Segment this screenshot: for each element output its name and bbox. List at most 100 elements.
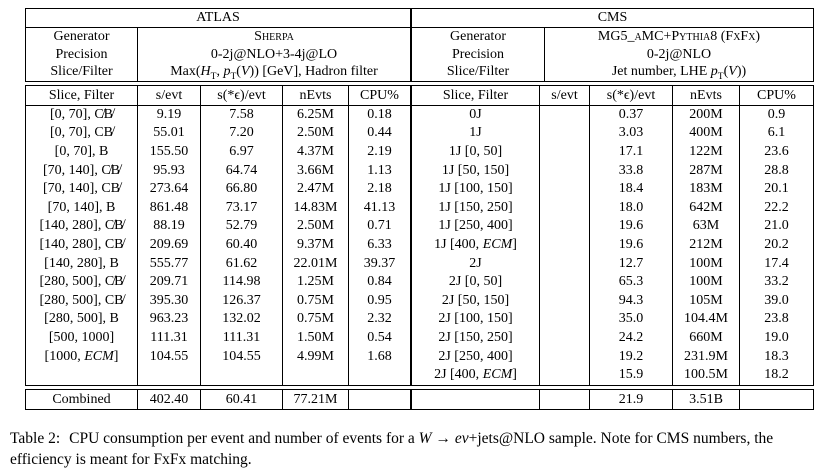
value-cell <box>539 328 590 348</box>
caption-math: W → eν <box>418 430 469 447</box>
table-caption: Table 2: CPU consumption per event and nu… <box>10 428 810 470</box>
table-row: 2J [400, ECM] 15.9 100.5M 18.2 <box>411 366 814 386</box>
column-header: CPU% <box>348 85 411 106</box>
value-cell: 555.77 <box>137 254 201 274</box>
value-cell: 95.93 <box>137 161 201 181</box>
value-cell: 23.6 <box>764 143 789 159</box>
table-row: 21.9 3.51B <box>411 389 814 410</box>
value-cell: 395.30 <box>137 291 201 311</box>
value-cell: 400M <box>672 124 740 143</box>
cms-slice-filter-value: Jet number, LHE pT(V)) <box>611 64 747 82</box>
value-cell <box>349 389 411 409</box>
atlas-data-table: Slice, Filter s/evt s(*ϵ)/evt nEvts CPU% [0,… <box>25 84 411 386</box>
header-band: ATLAS Generator Sherpa Precision 0-2j@NL… <box>25 8 814 82</box>
row-label-cell: [280, 500], B <box>25 310 138 329</box>
table-row: 1J [250, 400] 19.6 63M 21.0 <box>411 217 814 236</box>
cms-generator-label: Generator <box>411 27 545 46</box>
table-row: [140, 280], B 555.77 61.62 22.01M 39.37 <box>25 254 411 274</box>
value-cell: 35.0 <box>589 310 673 329</box>
atlas-generator-value: Sherpa <box>254 29 294 44</box>
row-label-cell: 1J <box>411 124 540 143</box>
table-row <box>25 366 411 386</box>
row-label-cell: 0J <box>411 105 540 125</box>
table-row: 1J [100, 150] 18.4 183M 20.1 <box>411 180 814 199</box>
row-label-cell: [70, 140], C̸B̸ <box>25 161 138 181</box>
value-cell: 0.95 <box>367 292 392 308</box>
value-cell <box>539 180 590 199</box>
row-label-cell: [140, 280], C̸B̸ <box>25 217 138 236</box>
value-cell: 94.3 <box>589 291 673 311</box>
row-label-cell <box>25 366 138 386</box>
atlas-precision-label: Precision <box>25 45 138 64</box>
table-row: [140, 280], C̸B̸ 88.19 52.79 2.50M 0.71 <box>25 217 411 236</box>
value-cell: 3.66M <box>282 161 349 181</box>
value-cell: 18.0 <box>589 198 673 218</box>
atlas-column-header-row: Slice, Filter s/evt s(*ϵ)/evt nEvts CPU% <box>25 85 411 106</box>
cms-header-table: CMS Generator MG5_aMC+Pythia8 (FxFx) Pre… <box>411 8 814 82</box>
value-cell: 209.71 <box>137 273 201 292</box>
value-cell: 287M <box>672 161 740 181</box>
value-cell: 111.31 <box>200 328 283 348</box>
column-header: s/evt <box>137 85 201 106</box>
table-row: 2J [0, 50] 65.3 100M 33.2 <box>411 273 814 292</box>
value-cell: 20.2 <box>764 236 789 252</box>
cpu-consumption-table: ATLAS Generator Sherpa Precision 0-2j@NL… <box>25 8 814 410</box>
column-header: s(*ϵ)/evt <box>200 85 283 106</box>
value-cell: 23.8 <box>764 311 789 327</box>
value-cell: 2.18 <box>367 181 392 197</box>
value-cell <box>349 366 411 385</box>
table-row: 1J [400, ECM] 19.6 212M 20.2 <box>411 235 814 255</box>
value-cell: 1.13 <box>367 162 392 178</box>
column-header: Slice, Filter <box>25 85 138 106</box>
value-cell <box>539 291 590 311</box>
value-cell: 273.64 <box>137 180 201 199</box>
value-cell: 861.48 <box>137 198 201 218</box>
table-row: [0, 70], B 155.50 6.97 4.37M 2.19 <box>25 142 411 162</box>
value-cell: 0.84 <box>367 274 392 290</box>
table-row: 2J [250, 400] 19.2 231.9M 18.3 <box>411 347 814 367</box>
row-label-cell <box>411 389 540 410</box>
table-row: 2J [100, 150] 35.0 104.4M 23.8 <box>411 310 814 329</box>
value-cell: 4.99M <box>282 347 349 367</box>
value-cell: 55.01 <box>137 124 201 143</box>
value-cell: 2.50M <box>282 124 349 143</box>
value-cell: 18.2 <box>764 367 789 383</box>
value-cell: 22.2 <box>764 199 789 215</box>
row-label-cell: [1000, ECM] <box>25 347 138 367</box>
table-row: [280, 500], CB̸ 395.30 126.37 0.75M 0.95 <box>25 291 411 311</box>
value-cell: 1.68 <box>367 348 392 364</box>
value-cell: 7.20 <box>200 124 283 143</box>
value-cell: 0.44 <box>367 125 392 141</box>
value-cell: 2.19 <box>367 143 392 159</box>
caption-tag: Table 2: <box>10 430 61 447</box>
value-cell: 126.37 <box>200 291 283 311</box>
value-cell: 20.1 <box>764 181 789 197</box>
value-cell: 963.23 <box>137 310 201 329</box>
value-cell: 28.8 <box>764 162 789 178</box>
value-cell: 39.37 <box>363 255 396 271</box>
column-header: Slice, Filter <box>411 85 540 106</box>
value-cell: 17.4 <box>764 255 789 271</box>
row-label-cell: 2J <box>411 254 540 274</box>
value-cell: 2.47M <box>282 180 349 199</box>
value-cell: 18.3 <box>764 348 789 364</box>
value-cell: 642M <box>672 198 740 218</box>
value-cell <box>539 366 590 386</box>
table-row: Combined 402.40 60.41 77.21M <box>25 389 411 410</box>
value-cell: 64.74 <box>200 161 283 181</box>
value-cell <box>740 389 814 409</box>
value-cell: 200M <box>672 105 740 125</box>
value-cell: 0.71 <box>367 218 392 234</box>
value-cell: 0.18 <box>367 106 392 122</box>
value-cell: 14.83M <box>282 198 349 218</box>
cms-combined-table: 21.9 3.51B <box>411 388 814 410</box>
table-row: 2J [50, 150] 94.3 105M 39.0 <box>411 291 814 311</box>
row-label-cell: [280, 500], C̸B̸ <box>25 273 138 292</box>
value-cell: 18.4 <box>589 180 673 199</box>
table-row: [70, 140], C̸B̸ 95.93 64.74 3.66M 1.13 <box>25 161 411 181</box>
value-cell: 9.19 <box>137 105 201 125</box>
table-row: [70, 140], CB̸ 273.64 66.80 2.47M 2.18 <box>25 180 411 199</box>
value-cell: 22.01M <box>282 254 349 274</box>
atlas-generator-label: Generator <box>25 27 138 46</box>
table-row: [280, 500], C̸B̸ 209.71 114.98 1.25M 0.84 <box>25 273 411 292</box>
